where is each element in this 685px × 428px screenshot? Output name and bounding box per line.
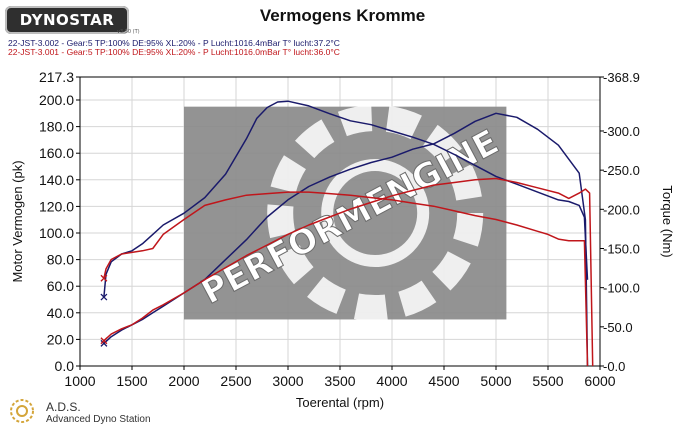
y-tick-label: 120.0 xyxy=(39,198,74,214)
y2-tick-label: -100.0 xyxy=(603,281,640,296)
run-label-2: 22-JST-3.001 - Gear:5 TP:100% DE:95% XL:… xyxy=(8,47,340,57)
logo-text: DYNOSTAR xyxy=(19,11,115,29)
y-tick-label: 217.3 xyxy=(39,69,74,85)
x-tick-label: 1500 xyxy=(116,373,147,389)
dynostar-logo: DYNOSTAR xyxy=(5,6,129,34)
x-tick-label: 4500 xyxy=(428,373,459,389)
y-tick-label: 40.0 xyxy=(47,305,74,321)
y2-tick-label: -0.0 xyxy=(603,359,625,374)
y2-tick-label: -250.0 xyxy=(603,163,640,178)
y2-tick-label: -368.9 xyxy=(603,70,640,85)
x-tick-label: 3500 xyxy=(324,373,355,389)
series-start-marker xyxy=(100,293,108,301)
ads-title: A.D.S. xyxy=(46,400,81,414)
logo-version: v3.50 (T) xyxy=(117,29,140,35)
y-tick-label: 20.0 xyxy=(47,331,74,347)
y-tick-label: 100.0 xyxy=(39,225,74,241)
y2-tick-label: -200.0 xyxy=(603,202,640,217)
y2-tick-label: -50.0 xyxy=(603,320,633,335)
x-tick-label: 4000 xyxy=(376,373,407,389)
x-tick-label: 1000 xyxy=(64,373,95,389)
series-line-power-run-3002 xyxy=(103,112,589,367)
series-start-marker xyxy=(100,337,108,345)
chart-title: Vermogens Kromme xyxy=(259,6,426,25)
x-tick-label: 6000 xyxy=(584,373,615,389)
run-label-1: 22-JST-3.002 - Gear:5 TP:100% DE:95% XL:… xyxy=(8,38,340,48)
x-tick-label: 3000 xyxy=(272,373,303,389)
y2-tick-label: -300.0 xyxy=(603,124,640,139)
ads-gear-icon xyxy=(10,399,34,423)
y-tick-label: 60.0 xyxy=(47,278,74,294)
series-line-torque-run-3002 xyxy=(103,100,589,298)
x-tick-label: 5500 xyxy=(532,373,563,389)
y2-tick-label: -150.0 xyxy=(603,241,640,256)
y-tick-label: 200.0 xyxy=(39,92,74,108)
watermark-gear-icon xyxy=(267,105,484,322)
x-tick-label: 2500 xyxy=(220,373,251,389)
y-tick-label: 0.0 xyxy=(55,358,75,374)
y-tick-label: 140.0 xyxy=(39,172,74,188)
watermark-gear-hub-icon xyxy=(321,159,430,268)
y2-axis-label: Torque (Nm) xyxy=(660,185,675,257)
y-tick-label: 180.0 xyxy=(39,119,74,135)
y-tick-label: 160.0 xyxy=(39,145,74,161)
x-tick-label: 5000 xyxy=(480,373,511,389)
series-start-marker xyxy=(100,339,108,347)
series-line-power-run-3001 xyxy=(103,177,594,367)
series-line-torque-run-3001 xyxy=(103,191,589,367)
x-axis-label: Toerental (rpm) xyxy=(296,395,384,410)
y-axis-label: Motor Vermogen (pk) xyxy=(10,160,25,282)
y-tick-label: 80.0 xyxy=(47,252,74,268)
x-tick-label: 2000 xyxy=(168,373,199,389)
series-start-marker xyxy=(100,274,108,282)
ads-subtitle: Advanced Dyno Station xyxy=(46,414,151,425)
